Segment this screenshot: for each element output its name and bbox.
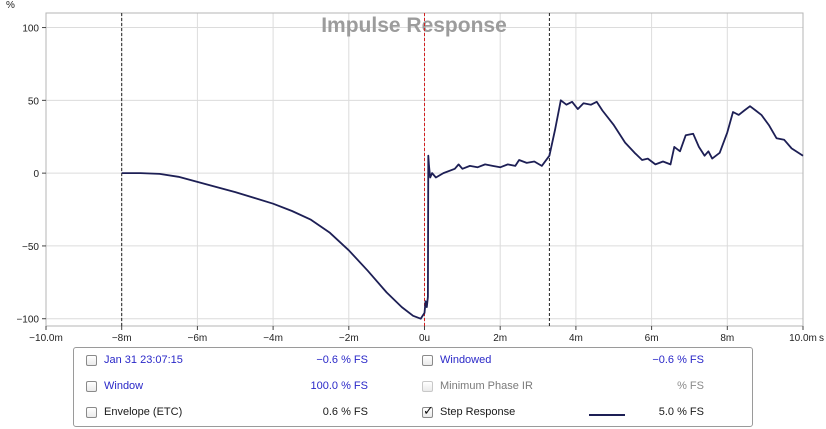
y-tick-label: 50 [28,96,40,107]
step-response-swatch [589,414,625,416]
window-markers [121,13,550,326]
legend-checkbox-measurement[interactable] [86,355,97,366]
legend-row: Window 100.0 % FS Minimum Phase IR % FS [74,377,752,399]
x-tick-label: −2m [339,333,359,344]
x-tick-label: −10.0m [29,333,63,344]
checkmark-icon: ✓ [423,404,434,419]
legend-value-measurement: −0.6 % FS [316,354,368,366]
legend-row: Jan 31 23:07:15 −0.6 % FS Windowed −0.6 … [74,351,752,373]
y-axis-ticks: 100 50 0 −50 −100 [16,24,46,326]
legend-label-measurement: Jan 31 23:07:15 [104,354,183,366]
x-tick-label: −4m [263,333,283,344]
series-layer [121,99,804,320]
legend-label-envelope: Envelope (ETC) [104,406,183,418]
x-tick-label: 0u [419,333,430,344]
x-axis-unit-label: s [819,333,824,344]
x-tick-label: 6m [645,333,659,344]
legend-value-minimum-phase: % FS [677,380,704,392]
y-tick-label: −100 [16,315,39,326]
legend-value-window: 100.0 % FS [310,380,368,392]
legend-value-envelope: 0.6 % FS [322,406,368,418]
legend-checkbox-envelope[interactable] [86,407,97,418]
legend-panel: Jan 31 23:07:15 −0.6 % FS Windowed −0.6 … [73,347,753,427]
legend-label-minimum-phase: Minimum Phase IR [440,380,533,392]
legend-label-step-response: Step Response [440,406,516,418]
legend-checkbox-step-response[interactable]: ✓ [422,404,434,419]
impulse-response-chart: Impulse Response 100 50 0 −50 −100 −10.0m −8m… [6,0,824,344]
x-tick-label: 4m [569,333,583,344]
series-line-step-response [121,99,804,320]
chart-title: Impulse Response [321,14,507,37]
legend-value-windowed: −0.6 % FS [652,354,704,366]
y-tick-label: −50 [22,242,39,253]
x-tick-label: −8m [112,333,132,344]
legend-value-step-response: 5.0 % FS [658,406,704,418]
y-axis-label: % [6,0,15,11]
x-axis-ticks: −10.0m −8m −6m −4m −2m 0u 2m 4m 6m 8m 10.0m [29,326,817,344]
x-tick-label: −6m [188,333,208,344]
y-tick-label: 0 [33,169,39,180]
legend-row: Envelope (ETC) 0.6 % FS ✓ Step Response … [74,403,752,425]
x-tick-label: 10.0m [789,333,817,344]
x-tick-label: 2m [493,333,507,344]
x-tick-label: 8m [720,333,734,344]
legend-label-window: Window [104,380,144,392]
legend-checkbox-minimum-phase[interactable] [422,381,433,392]
y-tick-label: 100 [22,24,39,35]
legend-checkbox-window[interactable] [86,381,97,392]
legend-checkbox-windowed[interactable] [422,355,433,366]
legend-label-windowed: Windowed [440,354,492,366]
